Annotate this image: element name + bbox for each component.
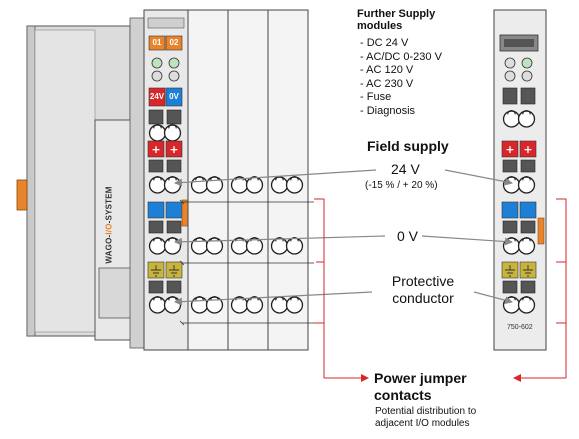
led-icon [151, 70, 163, 82]
badge-0v [165, 87, 183, 107]
further-supply-title: Further Supply modules [357, 8, 435, 32]
brand-io: I/O [104, 223, 114, 235]
svg-text:+: + [505, 143, 514, 156]
list-item: Fuse [360, 91, 442, 105]
plus-terminal-icon [165, 140, 183, 158]
led-icon [504, 70, 516, 82]
list-item: AC 120 V [360, 64, 442, 78]
orange-latch [16, 179, 28, 211]
list-item: DC 24 V [360, 37, 442, 51]
label-24v: 24 V [391, 161, 420, 177]
minus-terminal-icon [147, 201, 165, 219]
brand-suffix: SYSTEM [104, 186, 114, 221]
power-jumper-brackets [314, 198, 567, 382]
badge-02-label: 02 [169, 38, 179, 47]
svg-text:+: + [151, 143, 160, 156]
label-protective-conductor: Protective conductor [391, 273, 455, 306]
badge-01 [148, 35, 166, 51]
label-24v-tolerance: (-15 % / + 20 %) [365, 180, 438, 191]
brand-prefix: WAGO [104, 237, 114, 264]
led-icon [504, 57, 516, 69]
power-jumper-description: Potential distribution to adjacent I/O m… [375, 406, 477, 429]
plus-terminal-icon [147, 140, 165, 158]
bus-coupler [16, 17, 145, 349]
further-supply-list: DC 24 V AC/DC 0-230 V AC 120 V AC 230 V … [360, 37, 442, 118]
list-item: AC/DC 0-230 V [360, 51, 442, 65]
badge-0v-label: 0V [169, 92, 179, 101]
module-part-number: 750-602 [507, 324, 533, 331]
supply-module-left: + + [143, 9, 189, 351]
led-icon [168, 70, 180, 82]
plus-terminal-icon [501, 140, 519, 158]
minus-terminal-icon [165, 201, 183, 219]
badge-24v [148, 87, 166, 107]
list-item: Diagnosis [360, 105, 442, 119]
minus-terminal-icon [519, 201, 537, 219]
power-jumper-heading: Power jumper contacts [374, 370, 467, 403]
svg-text:+: + [169, 143, 178, 156]
badge-24v-label: 24V [149, 92, 165, 101]
supply-module-right: + + [493, 9, 547, 351]
led-icon [521, 70, 533, 82]
io-modules [179, 9, 314, 351]
led-icon [521, 57, 533, 69]
wago-brand-logo: WAGO-I/O-SYSTEM [104, 186, 114, 264]
list-item: AC 230 V [360, 78, 442, 92]
minus-terminal-icon [501, 201, 519, 219]
led-icon [168, 57, 180, 69]
further-supply-title-line2: modules [357, 20, 403, 32]
plus-terminal-icon [519, 140, 537, 158]
further-supply-title-line1: Further Supply [357, 8, 436, 20]
label-0v: 0 V [397, 228, 419, 244]
svg-text:+: + [523, 143, 532, 156]
badge-02 [165, 35, 183, 51]
led-icon [151, 57, 163, 69]
field-supply-heading: Field supply [367, 138, 449, 154]
callout-lines [174, 169, 513, 306]
badge-01-label: 01 [152, 38, 162, 47]
